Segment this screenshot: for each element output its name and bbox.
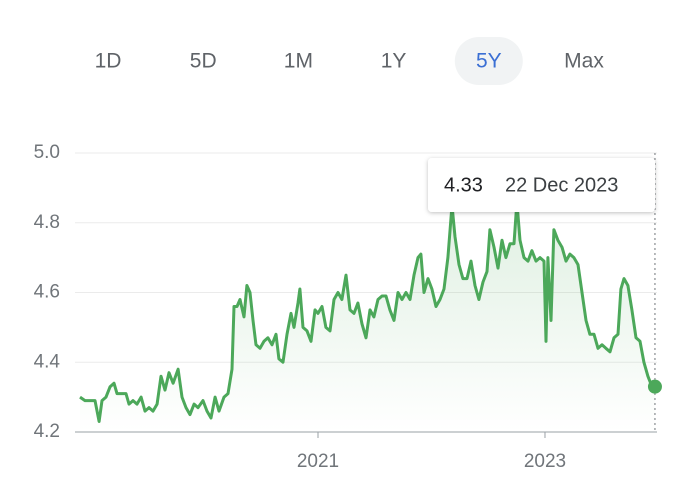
x-tick-label: 2023 [524, 451, 566, 472]
range-selector: 1D 5D 1M 1Y 5Y Max [95, 37, 604, 85]
plot: 4.2 4.4 4.6 4.8 5.0 2021 2023 [34, 142, 662, 472]
range-button-label: 5Y [476, 50, 502, 73]
range-button-label: Max [564, 50, 604, 73]
range-button-label: 1D [95, 50, 122, 73]
range-button-bg [454, 37, 523, 85]
x-tick-label: 2021 [297, 451, 339, 472]
cursor-dot [647, 379, 662, 394]
y-tick-label: 4.2 [34, 421, 60, 442]
range-button[interactable]: 5D [190, 50, 217, 73]
range-button[interactable]: 5Y [454, 37, 523, 85]
y-tick-label: 5.0 [34, 142, 60, 163]
tooltip: 4.33 22 Dec 2023 [428, 158, 655, 212]
tooltip-date: 22 Dec 2023 [505, 174, 618, 196]
range-button-label: 5D [190, 50, 217, 73]
y-tick-label: 4.4 [34, 351, 61, 372]
tooltip-box [428, 158, 655, 212]
range-button-label: 1Y [381, 50, 407, 73]
range-button[interactable]: Max [564, 50, 604, 73]
y-tick-label: 4.8 [34, 212, 60, 233]
tooltip-value: 4.33 [444, 174, 483, 196]
range-button[interactable]: 1D [95, 50, 122, 73]
y-tick-label: 4.6 [34, 282, 60, 303]
area-fill [80, 201, 655, 432]
range-button[interactable]: 1Y [381, 50, 407, 73]
range-button-label: 1M [284, 50, 313, 73]
price-line [79, 200, 655, 423]
range-button[interactable]: 1M [284, 50, 313, 73]
